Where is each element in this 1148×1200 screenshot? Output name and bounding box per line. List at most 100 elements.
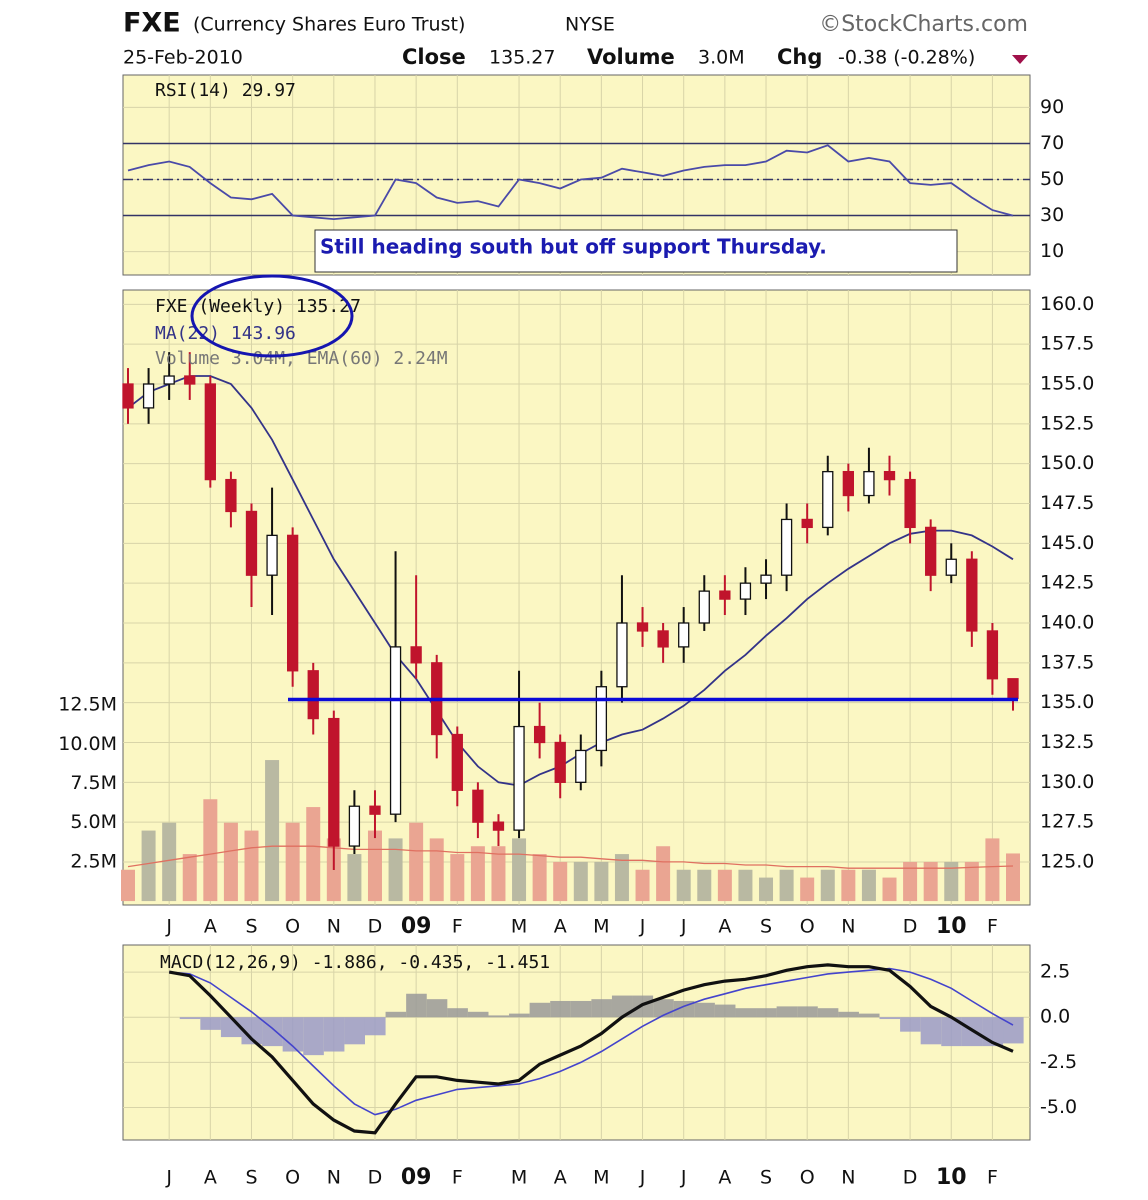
histogram-bar	[282, 1017, 304, 1052]
credit: ©StockCharts.com	[819, 12, 1028, 37]
histogram-bar	[262, 1017, 283, 1047]
chg: -0.38 (-0.28%)	[838, 47, 975, 69]
series-line	[169, 967, 1014, 1116]
tick-label: 137.5	[1040, 651, 1094, 673]
x-tick-label: F	[452, 916, 463, 938]
x-tick-label: F	[987, 1167, 998, 1189]
tick-label: -2.5	[1040, 1051, 1077, 1073]
volume-bar	[820, 869, 835, 902]
tick-label: -5.0	[1040, 1096, 1077, 1118]
histogram-bar	[797, 1006, 818, 1018]
tick-label: 12.5M	[58, 694, 117, 716]
x-tick-label: A	[718, 916, 731, 938]
histogram-bar	[303, 1017, 324, 1056]
candle-body	[328, 717, 340, 847]
x-tick-label: J	[639, 1167, 646, 1189]
tick-label: 155.0	[1040, 373, 1094, 395]
annotation-box	[314, 229, 958, 273]
series-line	[127, 375, 1014, 787]
annotation: Still heading south but off support Thur…	[320, 235, 827, 259]
candle-body	[698, 590, 710, 624]
volume-bar	[594, 861, 609, 902]
histogram-bar	[735, 1008, 757, 1018]
histogram-bar	[200, 1017, 221, 1030]
volume-bar	[512, 838, 527, 902]
volume-bar	[182, 854, 197, 902]
candle-body	[554, 741, 566, 783]
candle-body	[266, 534, 278, 576]
histogram-bar	[323, 1017, 345, 1052]
x-tick-label: D	[903, 916, 918, 938]
symbol: FXE	[123, 8, 181, 39]
tick-label: 70	[1040, 132, 1064, 154]
x-tick-label: S	[245, 1167, 257, 1189]
legend-ma: MA(22) 143.96	[155, 323, 296, 344]
histogram-bar	[447, 1008, 468, 1018]
candle-body	[472, 789, 484, 823]
candle-body	[616, 622, 628, 688]
candle-body	[225, 478, 237, 513]
histogram-bar	[838, 1011, 859, 1018]
histogram-bar	[467, 1011, 489, 1018]
candle-body	[1007, 678, 1019, 700]
candle-body	[513, 725, 525, 831]
volume-bar	[985, 838, 1000, 902]
series-line	[127, 144, 1014, 221]
candle-body	[122, 383, 134, 409]
histogram-bar	[509, 1013, 530, 1018]
tick-label: 0.0	[1040, 1006, 1070, 1028]
volume-bar	[203, 799, 218, 902]
x-tick-label: O	[800, 1167, 815, 1189]
x-tick-label: J	[639, 916, 646, 938]
histogram-bar	[694, 1002, 715, 1018]
volume-bar	[779, 869, 794, 902]
candle-body	[307, 670, 319, 720]
histogram-bar	[179, 1017, 201, 1020]
histogram-bar	[817, 1008, 839, 1018]
tick-label: 142.5	[1040, 572, 1094, 594]
volume-bar	[841, 869, 856, 902]
histogram-bar	[488, 1015, 510, 1018]
volume-bar	[450, 854, 465, 902]
x-tick-label: A	[718, 1167, 731, 1189]
x-tick-label: D	[368, 1167, 383, 1189]
x-tick-label: O	[285, 916, 300, 938]
x-tick-label: A	[204, 1167, 217, 1189]
volume-bar	[121, 869, 135, 902]
highlight-ellipse	[190, 274, 354, 358]
x-tick-label: 09	[401, 914, 432, 939]
histogram-bar	[529, 1002, 551, 1018]
volume-bar	[223, 822, 238, 902]
legend-volume: Volume 3.04M, EMA(60) 2.24M	[155, 348, 448, 369]
histogram-bar	[591, 999, 612, 1018]
candle-body	[842, 470, 854, 497]
candle-body	[657, 630, 669, 648]
candle-body	[925, 526, 937, 576]
tick-label: 152.5	[1040, 412, 1094, 434]
x-tick-label: M	[511, 916, 527, 938]
histogram-bar	[941, 1017, 962, 1047]
volume-bar	[656, 846, 671, 902]
volume-bar	[573, 861, 588, 902]
volume-bar	[614, 854, 629, 902]
tick-label: 125.0	[1040, 850, 1094, 872]
volume-bar	[429, 838, 444, 902]
x-tick-label: N	[327, 1167, 341, 1189]
candle-body	[410, 646, 422, 664]
histogram-bar	[364, 1017, 386, 1036]
x-tick-label: N	[327, 916, 341, 938]
chg-label: Chg	[777, 45, 822, 69]
tick-label: 135.0	[1040, 691, 1094, 713]
close: 135.27	[489, 47, 555, 69]
volume-bar	[635, 869, 650, 902]
candle-body	[245, 510, 258, 576]
histogram-bar	[879, 1017, 901, 1020]
x-tick-label: M	[593, 1167, 609, 1189]
x-tick-label: M	[593, 916, 609, 938]
volume-bar	[265, 760, 280, 902]
x-tick-label: J	[680, 916, 687, 938]
histogram-bar	[611, 995, 633, 1018]
candle-body	[986, 630, 999, 680]
candle-body	[945, 558, 957, 576]
down-arrow	[1012, 55, 1028, 64]
